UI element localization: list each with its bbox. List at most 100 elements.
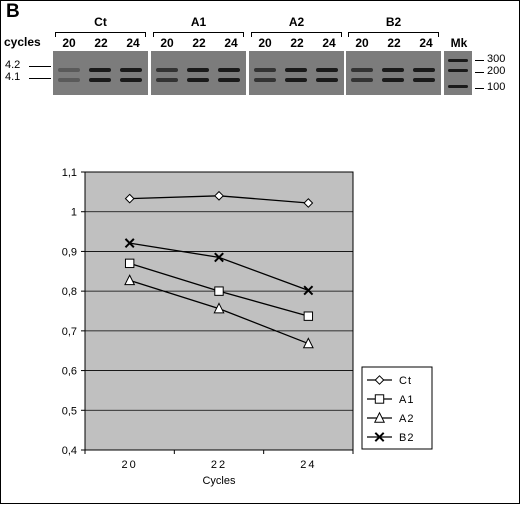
gel-lane-label: 22: [387, 36, 401, 50]
legend-marker: [373, 411, 386, 423]
data-point-b2: [124, 238, 135, 248]
gel-band: [285, 68, 307, 72]
gel-group-label: B2: [385, 15, 402, 29]
gel-lane-label: 22: [94, 36, 108, 50]
marker-size-line: [475, 88, 484, 89]
panel-letter: B: [6, 1, 20, 22]
y-tick-label: 0,9: [62, 246, 77, 258]
data-point-b2: [214, 252, 224, 263]
marker-size-line: [475, 60, 484, 61]
y-tick-label: 0,6: [62, 366, 77, 378]
gel-lane-label: 24: [126, 36, 140, 50]
chart-svg: 0,4 0,5 0,6 0,7 0,8 0,9 1 1,1 20 22 24 Cycles Ct A1 A2…: [62, 167, 433, 487]
marker-size-label: 300: [487, 53, 506, 65]
legend-marker: [374, 375, 385, 385]
marker-size-line: [475, 72, 484, 73]
gel-group-label: A2: [288, 15, 305, 29]
y-tick-label: 0,8: [62, 286, 77, 298]
legend-marker: [374, 394, 385, 404]
band-label-4-1: 4.1: [5, 71, 21, 83]
gel-band: [120, 78, 142, 82]
gel-band: [285, 78, 307, 82]
gel-image: [53, 51, 148, 95]
data-point-a2: [124, 274, 136, 286]
gel-lane-label: 22: [290, 36, 304, 50]
gel-band: [89, 68, 111, 72]
gel-group-label: A1: [190, 15, 207, 29]
marker-gel: [444, 51, 472, 95]
gel-image: [151, 51, 246, 95]
y-tick-label: 0,4: [62, 445, 77, 457]
cycles-label: cycles: [4, 35, 41, 49]
gel-lane-label: 20: [355, 36, 369, 50]
legend-label: B2: [399, 432, 414, 444]
gel-group-label: Ct: [94, 15, 107, 29]
data-point-a1: [124, 258, 135, 269]
data-point-a1: [303, 311, 314, 321]
gel-band: [187, 78, 209, 82]
data-point-a1: [214, 286, 224, 296]
gel-band: [120, 68, 142, 72]
gel-image: [346, 51, 441, 95]
gel-band: [382, 68, 404, 72]
x-tick-label: 24: [300, 459, 316, 471]
band-label-line: [29, 66, 51, 67]
x-tick-label: 22: [211, 459, 227, 471]
data-point-a2: [213, 302, 225, 314]
gel-lane-label: 24: [224, 36, 238, 50]
data-point-b2: [303, 285, 314, 296]
band-label-4-2: 4.2: [5, 59, 21, 71]
marker-band: [448, 69, 468, 72]
gel-band: [218, 68, 240, 72]
gel-panel: cycles Ct 20 22 24 A1 20 22 24 A2 20 22 24 B2 20 22 24 4.…: [0, 0, 520, 110]
gel-band: [316, 68, 338, 72]
legend: [361, 366, 433, 450]
gel-lane-label: 20: [62, 36, 76, 50]
gel-band: [89, 78, 111, 82]
gel-band: [156, 78, 178, 82]
marker-size-label: 100: [487, 81, 506, 93]
legend-marker: [374, 432, 385, 442]
gel-band: [316, 78, 338, 82]
gel-band: [351, 78, 373, 82]
gel-band: [413, 68, 435, 72]
y-tick-label: 1: [71, 207, 77, 219]
y-tick-label: 0,7: [62, 326, 77, 338]
gel-lane-label: 20: [160, 36, 174, 50]
marker-band: [448, 59, 468, 62]
marker-label: Mk: [450, 36, 468, 50]
gel-band: [58, 68, 80, 72]
band-label-line: [29, 78, 51, 79]
x-axis-label: Cycles: [202, 475, 236, 487]
x-tick-label: 20: [122, 459, 138, 471]
gel-band: [187, 68, 209, 72]
gel-band: [218, 78, 240, 82]
legend-label: A2: [399, 413, 414, 425]
marker-band: [448, 85, 468, 88]
legend-label: Ct: [399, 375, 412, 387]
data-point-a2: [302, 337, 314, 349]
gel-lane-label: 24: [419, 36, 433, 50]
gel-group-bracket: [153, 32, 244, 37]
gel-band: [351, 68, 373, 72]
gel-band: [254, 68, 276, 72]
data-point-ct: [214, 190, 224, 201]
gel-band: [382, 78, 404, 82]
data-point-ct: [303, 198, 314, 208]
y-tick-label: 0,5: [62, 405, 77, 417]
line-chart: 0,4 0,5 0,6 0,7 0,8 0,9 1 1,1 20 22 24 Cycles Ct A1 A2…: [45, 130, 515, 502]
gel-lane-label: 24: [322, 36, 336, 50]
gel-lane-label: 20: [258, 36, 272, 50]
gel-band: [413, 78, 435, 82]
legend-label: A1: [399, 394, 414, 406]
marker-size-label: 200: [487, 65, 506, 77]
gel-band: [58, 78, 80, 82]
gel-image: [249, 51, 344, 95]
gel-band: [156, 68, 178, 72]
gel-band: [254, 78, 276, 82]
y-tick-label: 1,1: [62, 167, 77, 179]
data-point-ct: [124, 193, 135, 204]
gel-group-bracket: [55, 32, 146, 37]
gel-group-bracket: [251, 32, 342, 37]
gel-group-bracket: [348, 32, 439, 37]
